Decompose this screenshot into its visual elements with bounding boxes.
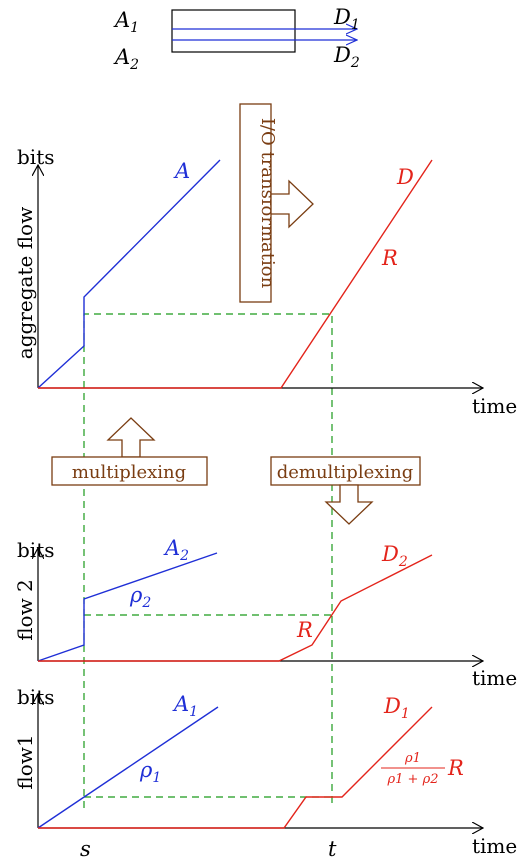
io-transformation-arrow xyxy=(270,179,314,229)
flow1-rate-numerator: ρ1 xyxy=(404,751,421,766)
aggregate-arrival-label: A xyxy=(173,159,190,183)
output-d1-label: D1 xyxy=(333,5,360,33)
aggregate-time-label: time xyxy=(472,394,517,418)
system-box xyxy=(171,9,296,53)
flow1-rate-R: R xyxy=(447,756,464,780)
io-transformation-box xyxy=(239,103,272,303)
flow2-time-label: time xyxy=(472,666,517,690)
aggregate-departure-curve xyxy=(38,159,433,389)
flow1-time-label: time xyxy=(472,834,517,858)
top-schematic: A1 A2 D1 D2 xyxy=(113,5,360,73)
flow2-departure-curve xyxy=(38,554,433,662)
aggregate-panel: bits time aggregate flow A D R I/O trans… xyxy=(13,103,517,418)
input-a2-label: A2 xyxy=(113,45,139,73)
flow1-slope-label: ρ1 xyxy=(139,758,161,786)
input-a1-label: A1 xyxy=(113,8,139,36)
aggregate-arrival-curve xyxy=(37,159,221,389)
flow1-bits-label: bits xyxy=(17,685,55,709)
aggregate-bits-label: bits xyxy=(17,145,55,169)
mux-demux: multiplexing demultiplexing xyxy=(51,417,421,525)
io-transformation-label: I/O transformation xyxy=(257,118,278,289)
flow1-rate-denominator: ρ1 + ρ2 xyxy=(387,772,439,787)
time-t-label: t xyxy=(328,837,337,861)
output-d2-label: D2 xyxy=(333,43,360,71)
flow1-panel: bits time flow1 A1 ρ1 D1 ρ1 ρ1 + ρ2 R xyxy=(13,685,517,858)
aggregate-axis-title: aggregate flow xyxy=(13,207,37,359)
flow2-axis-title: flow 2 xyxy=(13,579,37,641)
aggregate-guide xyxy=(83,313,333,808)
flow2-departure-label: D2 xyxy=(381,542,408,570)
guide-lines xyxy=(83,313,333,808)
flow2-rate-label: R xyxy=(296,618,313,642)
flow1-departure-curve xyxy=(38,706,433,829)
multiplexing-label: multiplexing xyxy=(72,462,186,483)
aggregate-rate-label: R xyxy=(381,246,398,270)
demultiplexing-label: demultiplexing xyxy=(277,462,414,483)
time-s-label: s xyxy=(80,837,91,861)
multiplexing-arrow xyxy=(106,417,156,458)
flow1-arrival-curve xyxy=(37,706,219,829)
flow2-arrival-curve xyxy=(37,552,218,662)
flow1-arrival-label: A1 xyxy=(172,692,198,720)
flow1-rate-fraction: ρ1 ρ1 + ρ2 R xyxy=(381,751,464,787)
aggregate-departure-label: D xyxy=(396,165,414,189)
flow2-arrival-label: A2 xyxy=(163,536,189,564)
demultiplexing-arrow xyxy=(324,484,374,525)
flow2-slope-label: ρ2 xyxy=(129,583,151,611)
flow2-bits-label: bits xyxy=(17,538,55,562)
flow2-panel: bits time flow 2 A2 ρ2 D2 R xyxy=(13,536,517,690)
flow1-axis-title: flow1 xyxy=(13,734,37,789)
flow1-departure-label: D1 xyxy=(383,694,410,722)
multiplexing-box xyxy=(51,456,208,486)
